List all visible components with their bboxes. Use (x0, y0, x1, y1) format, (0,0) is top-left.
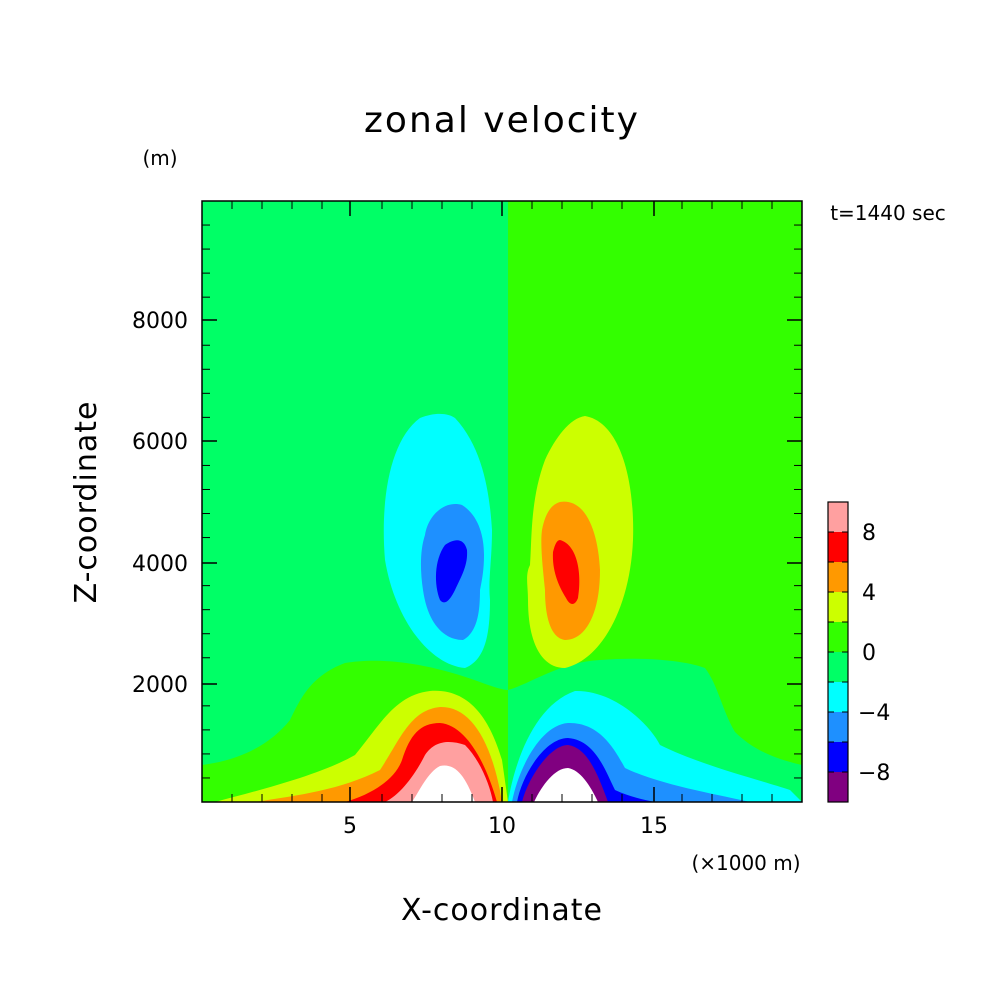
x-axis: 5 10 15 (×1000 m) X-coordinate (343, 201, 801, 928)
negative-core (435, 540, 468, 603)
x-tick-label-15: 15 (640, 814, 668, 839)
minor-ticks (202, 201, 802, 802)
x-axis-title: X-coordinate (401, 893, 603, 928)
y-tick-label-4000: 4000 (132, 552, 188, 577)
colorbar-swatch (828, 772, 848, 802)
x-tick-label-5: 5 (343, 814, 357, 839)
colorbar-swatch (828, 652, 848, 682)
y-tick-label-2000: 2000 (132, 673, 188, 698)
colorbar-swatch (828, 532, 848, 562)
y-tick-label-8000: 8000 (132, 309, 188, 334)
positive-core (552, 540, 580, 604)
surface-negative-min (534, 768, 598, 802)
colorbar-label-minus-8: −8 (858, 761, 890, 786)
y-axis: 2000 4000 6000 8000 Z-coordinate (69, 309, 802, 698)
colorbar-label-minus-4: −4 (858, 701, 890, 726)
colorbar-swatch (828, 622, 848, 652)
y-unit-label: (m) (142, 146, 177, 170)
colorbar-swatches (828, 502, 848, 802)
time-annotation: t=1440 sec (830, 201, 946, 225)
colorbar: 8 4 0 −4 −8 (827, 501, 890, 803)
surface-positive-max (412, 765, 475, 802)
colorbar-label-4: 4 (862, 581, 876, 606)
chart-title: zonal velocity (364, 100, 640, 141)
colorbar-swatch (828, 742, 848, 772)
colorbar-swatch (828, 592, 848, 622)
plot-area (202, 201, 802, 802)
x-unit-label: (×1000 m) (691, 851, 800, 875)
y-tick-label-6000: 6000 (132, 430, 188, 455)
colorbar-swatch (828, 712, 848, 742)
colorbar-swatch (828, 502, 848, 532)
y-axis-title: Z-coordinate (69, 401, 104, 604)
x-tick-label-10: 10 (488, 814, 516, 839)
colorbar-swatch (828, 682, 848, 712)
colorbar-label-8: 8 (862, 521, 876, 546)
colorbar-label-0: 0 (862, 641, 876, 666)
colorbar-swatch (828, 562, 848, 592)
colorbar-ticks (828, 531, 848, 773)
